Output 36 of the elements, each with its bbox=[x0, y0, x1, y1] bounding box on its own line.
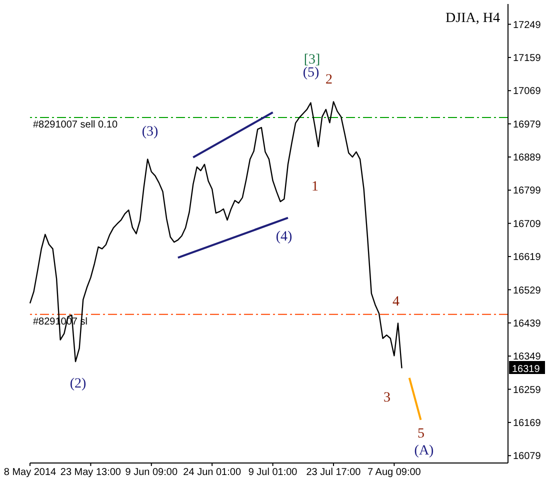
x-tick-label: 23 May 13:00 bbox=[60, 467, 122, 478]
annotation: 3 bbox=[384, 390, 390, 406]
annotation: 2 bbox=[326, 72, 332, 88]
annotation: 1 bbox=[312, 180, 318, 194]
y-tick-label: 16349 bbox=[513, 352, 542, 363]
x-tick-label: 9 Jul 01:00 bbox=[248, 467, 298, 478]
ref-line-label: #8291007 sell 0.10 bbox=[33, 120, 118, 131]
y-tick-label: 16799 bbox=[513, 186, 542, 197]
y-tick-label: 17249 bbox=[513, 20, 542, 31]
annotation: (3) bbox=[142, 124, 158, 140]
x-tick-label: 8 May 2014 bbox=[4, 467, 57, 478]
annotation: [3] bbox=[304, 52, 320, 68]
y-tick-label: 16709 bbox=[513, 218, 542, 230]
y-tick-label: 16169 bbox=[513, 418, 542, 429]
text: DJIA, H4 bbox=[446, 11, 500, 26]
text: 16319 bbox=[512, 364, 540, 375]
annotation: (A) bbox=[414, 444, 434, 458]
y-tick-label: 16889 bbox=[513, 152, 542, 164]
line-series bbox=[29, 101, 402, 369]
annotation: 5 bbox=[418, 426, 424, 442]
y-tick-label: 16259 bbox=[513, 384, 542, 396]
annotation: (5) bbox=[302, 66, 320, 80]
y-tick-label: 16979 bbox=[513, 119, 542, 130]
annotation: (2) bbox=[70, 376, 86, 392]
y-tick-label: 17069 bbox=[513, 86, 542, 98]
y-tick-label: 16439 bbox=[513, 318, 542, 330]
annotation: (4) bbox=[276, 230, 292, 244]
y-tick-label: 16619 bbox=[513, 252, 542, 264]
x-tick-label: 23 Jul 17:00 bbox=[306, 467, 362, 478]
x-tick-label: 9 Jun 09:00 bbox=[125, 467, 178, 478]
y-tick-label: 17159 bbox=[513, 53, 542, 64]
y-tick-label: 16529 bbox=[513, 285, 542, 296]
x-tick-label: 24 Jun 01:00 bbox=[183, 467, 242, 478]
y-tick-label: 16079 bbox=[513, 451, 542, 462]
x-tick-label: 7 Aug 09:00 bbox=[367, 467, 422, 478]
annotation: 4 bbox=[392, 294, 400, 310]
